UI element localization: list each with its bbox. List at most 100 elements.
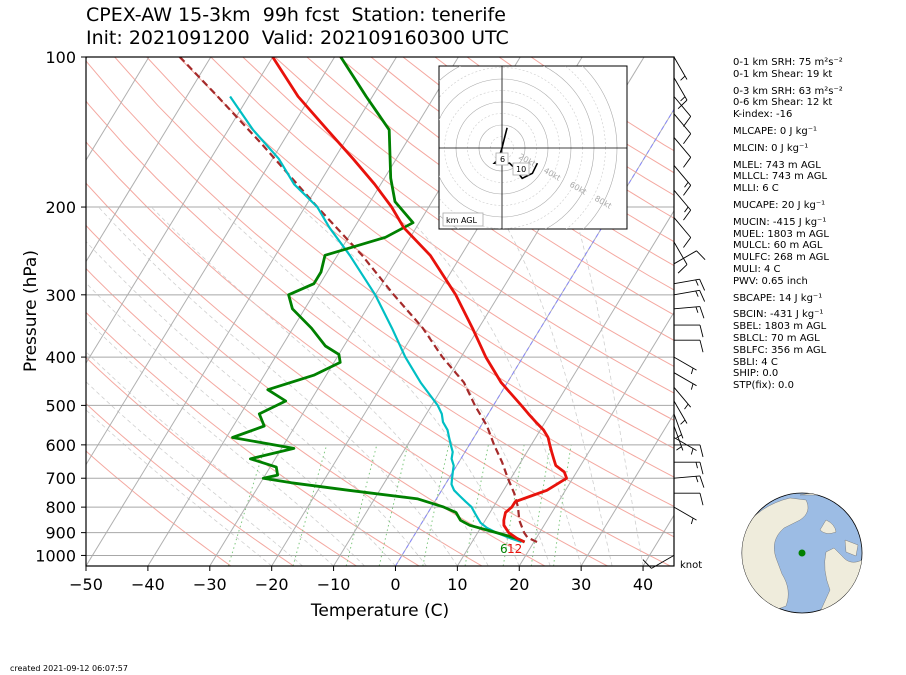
temperature-profile-line (271, 57, 568, 544)
dry-adiabat-line (86, 450, 232, 566)
dry-adiabat-line (86, 100, 674, 538)
moist-adiabat-line (86, 240, 427, 566)
dry-adiabat-line (146, 57, 674, 449)
wind-barb (673, 437, 697, 455)
isotherm-line (86, 57, 397, 566)
wind-barb (673, 217, 692, 248)
stability-indices-panel: 0-1 km SRH: 75 m²s⁻² 0-1 km Shear: 19 kt 0… (733, 57, 843, 392)
wind-barb (673, 113, 692, 144)
chart-title-line-2: Init: 2021091200 Valid: 202109160300 UTC (86, 27, 509, 49)
stability-index-row: SBCAPE: 14 J kg⁻¹ (733, 292, 823, 304)
moist-adiabat-line (86, 381, 303, 566)
isotherm-line (86, 57, 274, 365)
surface-dewpoint-label: 6 (500, 542, 508, 556)
wind-barb (673, 400, 688, 425)
plot-frame (85, 56, 675, 567)
wind-barb (673, 96, 692, 127)
dry-adiabat-line (178, 57, 674, 421)
stability-index-row: MULCL: 60 m AGL (733, 240, 823, 252)
y-tick-label: 900 (45, 524, 76, 543)
dewpoint-profile-line (231, 57, 526, 544)
mixing-ratio-line (345, 444, 378, 566)
mixing-ratio-line (227, 444, 267, 566)
y-tick-label: 600 (45, 436, 76, 455)
isotherm-line (86, 57, 88, 60)
wind-barb (642, 555, 675, 569)
stability-index-row: MLCIN: 0 J kg⁻¹ (733, 142, 809, 154)
y-tick-label: 200 (45, 198, 76, 217)
x-tick-label: −30 (193, 575, 227, 594)
stability-index-row: STP(fix): 0.0 (733, 380, 794, 392)
moist-adiabat-line (495, 206, 613, 566)
stability-index-row: SBEL: 1803 m AGL (733, 321, 827, 333)
stability-index-row: 0-1 km SRH: 75 m²s⁻² (733, 57, 843, 68)
x-tick-label: −40 (131, 575, 165, 594)
y-tick-label: 100 (45, 48, 76, 67)
x-axis-label: Temperature (C) (310, 601, 449, 621)
wind-barb (673, 372, 697, 390)
moist-adiabat-line (86, 318, 365, 566)
stability-index-row: K-index: -16 (733, 109, 793, 121)
wind-barb (673, 250, 706, 265)
dry-adiabat-line (210, 57, 674, 394)
hodograph-unit-label: km AGL (446, 216, 478, 225)
wind-barb (673, 506, 697, 525)
wind-barb (673, 413, 684, 439)
wind-barb (673, 189, 692, 221)
dry-adiabat-line (86, 60, 674, 507)
wind-barb (673, 241, 688, 274)
wind-barb (674, 461, 704, 475)
dry-adiabat-line (370, 57, 674, 267)
wind-unit-label: knot (680, 560, 703, 571)
x-tick-label: −20 (255, 575, 289, 594)
moist-adiabat-line (398, 206, 582, 566)
wind-barb (673, 278, 706, 291)
stability-index-row: MUCAPE: 20 J kg⁻¹ (733, 199, 826, 211)
isotherm-line (86, 57, 150, 162)
x-tick-label: 10 (447, 575, 467, 594)
station-marker (798, 549, 806, 557)
wind-barb (674, 492, 704, 506)
x-tick-label: 20 (509, 575, 529, 594)
hodograph-height-label: 6 (500, 155, 505, 164)
hodograph-height-label: 10 (516, 165, 526, 174)
hodograph-inset: 20kt 40kt 60kt 80kt 6 10 km AGL (438, 65, 628, 230)
stability-index-row: 0-6 km Shear: 12 kt (733, 97, 833, 109)
wind-barb (673, 306, 705, 319)
stability-index-row: MLLCL: 743 m AGL (733, 171, 828, 183)
stability-index-row: 0-3 km SRH: 63 m²s⁻² (733, 85, 843, 97)
y-tick-label: 500 (45, 396, 76, 415)
stability-index-row: SBCIN: -431 J kg⁻¹ (733, 309, 824, 321)
dry-adiabat-line (274, 57, 674, 341)
stability-index-row: MLCAPE: 0 J kg⁻¹ (733, 125, 818, 137)
moist-adiabat-line (299, 206, 551, 566)
wind-barb (673, 475, 705, 488)
axis-ticks: −50 −40 −30 −20 −10 0 10 20 30 40 1000 900 800 700 600… (35, 48, 653, 594)
stability-index-row: PWV: 0.65 inch (733, 275, 808, 287)
stability-index-row: MULFC: 268 m AGL (733, 252, 829, 264)
wind-barb (674, 444, 704, 458)
moist-adiabat-line (86, 409, 272, 566)
chart-title-line-1: CPEX-AW 15-3km 99h fcst Station: tenerif… (86, 4, 506, 26)
isotherm-line (86, 57, 212, 263)
wind-barb (673, 356, 697, 375)
dry-adiabat-line (86, 402, 294, 566)
dry-adiabat-line (242, 57, 674, 367)
y-tick-label: 800 (45, 498, 76, 517)
surface-temperature-label: 12 (507, 542, 522, 556)
dry-adiabat-line (114, 57, 674, 478)
dry-adiabat-line (306, 57, 674, 316)
zero-isotherm-line (395, 108, 674, 566)
stability-index-row: MLEL: 743 m AGL (733, 159, 821, 171)
moist-adiabat-line (98, 206, 458, 566)
isotherm-line (147, 57, 459, 566)
stability-index-row: SBLI: 4 C (733, 356, 778, 368)
dry-adiabat-line (86, 141, 671, 566)
stability-index-row: MUEL: 1803 m AGL (733, 228, 829, 240)
parcel-profile-line (179, 57, 538, 543)
wind-barb (674, 324, 704, 338)
wind-barb (673, 137, 692, 168)
stability-index-row: MLLI: 6 C (733, 183, 779, 195)
y-tick-label: 300 (45, 286, 76, 305)
stability-index-row: SBLCL: 70 m AGL (733, 332, 820, 344)
